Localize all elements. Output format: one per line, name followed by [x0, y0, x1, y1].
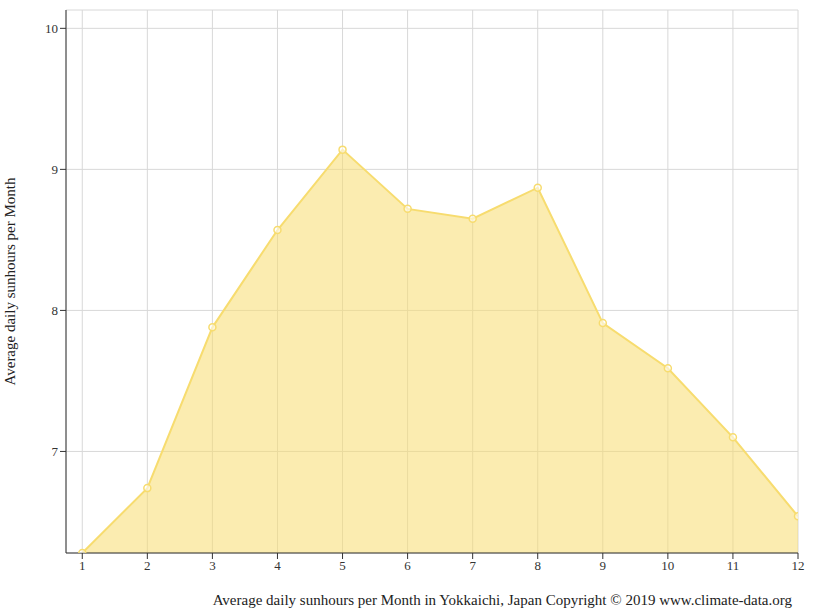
svg-text:10: 10 — [45, 21, 58, 36]
svg-text:10: 10 — [661, 558, 674, 573]
svg-text:7: 7 — [52, 444, 59, 459]
svg-text:7: 7 — [469, 558, 476, 573]
svg-text:9: 9 — [600, 558, 607, 573]
svg-text:8: 8 — [52, 303, 59, 318]
svg-text:11: 11 — [727, 558, 740, 573]
svg-text:9: 9 — [52, 162, 59, 177]
svg-text:12: 12 — [792, 558, 805, 573]
svg-text:8: 8 — [534, 558, 541, 573]
svg-text:Average daily sunhours per Mon: Average daily sunhours per Month — [8, 177, 18, 386]
svg-text:Average daily sunhours per Mon: Average daily sunhours per Month in Yokk… — [213, 592, 793, 608]
svg-text:6: 6 — [404, 558, 411, 573]
svg-text:4: 4 — [274, 558, 281, 573]
svg-text:1: 1 — [79, 558, 86, 573]
svg-text:2: 2 — [144, 558, 151, 573]
svg-text:3: 3 — [209, 558, 216, 573]
svg-text:5: 5 — [339, 558, 346, 573]
